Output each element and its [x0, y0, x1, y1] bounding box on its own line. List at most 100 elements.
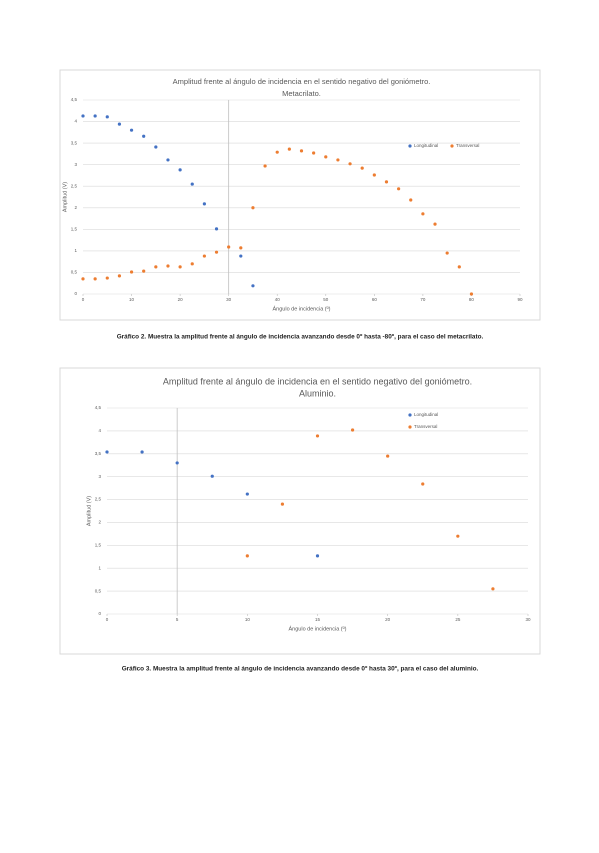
point: [251, 284, 255, 288]
legend-label: Transversal: [414, 424, 437, 429]
point: [190, 182, 194, 186]
point: [372, 173, 376, 177]
point: [245, 554, 249, 558]
y-tick-label: 1,5: [71, 227, 78, 232]
y-tick-label: 0,5: [95, 588, 102, 593]
x-tick-label: 10: [245, 617, 251, 622]
point: [409, 198, 413, 202]
point: [324, 155, 328, 159]
y-tick-label: 0: [74, 291, 77, 296]
chart-title: Metacrilato.: [282, 89, 321, 98]
y-tick-label: 2: [74, 205, 77, 210]
legend-label: Longitudinal: [414, 412, 438, 417]
caption: Gráfico 2. Muestra la amplitud frente al…: [117, 334, 484, 341]
y-tick-label: 4,5: [71, 97, 78, 102]
point: [299, 149, 304, 153]
y-axis-label: Amplitud (V): [62, 182, 68, 212]
y-tick-label: 2,5: [95, 497, 102, 502]
y-tick-label: 4: [74, 119, 77, 124]
point: [348, 162, 352, 166]
x-tick-label: 25: [455, 617, 461, 622]
point: [214, 227, 219, 231]
chart-title: Amplitud frente al ángulo de incidencia …: [173, 77, 431, 86]
point: [166, 264, 170, 268]
point: [117, 274, 122, 278]
point: [190, 262, 194, 266]
legend-label: Transversal: [456, 143, 479, 148]
point: [445, 251, 449, 255]
point: [93, 114, 97, 118]
point: [315, 554, 320, 558]
point: [469, 292, 474, 296]
chart-frame: [59, 367, 541, 655]
point: [154, 265, 158, 269]
x-tick-label: 40: [275, 297, 281, 302]
y-tick-label: 3: [98, 474, 101, 479]
point: [312, 151, 316, 155]
chart-title: Amplitud frente al ángulo de incidencia …: [163, 376, 472, 386]
point: [105, 276, 109, 280]
point: [142, 269, 146, 273]
x-tick-label: 15: [315, 617, 321, 622]
x-tick-label: 30: [226, 297, 232, 302]
point: [129, 128, 134, 132]
point: [93, 277, 97, 281]
point: [166, 158, 170, 162]
point: [202, 254, 206, 258]
x-axis-label: Ángulo de incidencia (º): [273, 305, 331, 312]
point: [81, 114, 85, 118]
x-tick-label: 80: [469, 297, 475, 302]
point: [129, 270, 134, 274]
point: [456, 534, 460, 538]
x-tick-label: 10: [129, 297, 135, 302]
y-tick-label: 1: [74, 248, 77, 253]
x-tick-label: 0: [106, 617, 109, 622]
point: [421, 212, 425, 216]
x-tick-label: 90: [517, 297, 523, 302]
point: [178, 265, 182, 269]
point: [178, 168, 182, 172]
point: [214, 250, 219, 254]
point: [433, 222, 437, 226]
point: [117, 122, 122, 126]
point: [105, 450, 109, 454]
y-tick-label: 0: [98, 611, 101, 616]
x-axis-label: Ángulo de incidencia (º): [289, 625, 347, 632]
point: [491, 587, 495, 591]
legend-marker: [450, 144, 454, 148]
legend-label: Longitudinal: [414, 143, 438, 148]
x-tick-label: 30: [525, 617, 531, 622]
point: [421, 482, 425, 486]
point: [154, 145, 158, 149]
chart-frame: [59, 69, 541, 321]
point: [175, 461, 179, 465]
point: [105, 115, 109, 119]
x-tick-label: 0: [82, 297, 85, 302]
y-tick-label: 0,5: [71, 270, 78, 275]
point: [457, 265, 461, 269]
y-tick-label: 4,5: [95, 405, 102, 410]
point: [280, 502, 285, 506]
point: [251, 206, 255, 210]
y-tick-label: 2: [98, 520, 101, 525]
point: [384, 180, 389, 184]
x-tick-label: 5: [176, 617, 179, 622]
point: [202, 202, 206, 206]
y-tick-label: 1: [98, 565, 101, 570]
legend-marker: [408, 144, 412, 148]
point: [386, 454, 390, 458]
x-tick-label: 20: [385, 617, 391, 622]
point: [210, 474, 214, 478]
point: [350, 428, 355, 432]
y-tick-label: 3,5: [95, 451, 102, 456]
caption: Gráfico 3. Muestra la amplitud frente al…: [122, 666, 479, 673]
point: [239, 246, 243, 250]
point: [336, 158, 340, 162]
x-tick-label: 50: [323, 297, 329, 302]
point: [227, 245, 231, 249]
x-tick-label: 70: [420, 297, 426, 302]
point: [287, 147, 291, 151]
point: [360, 166, 364, 170]
